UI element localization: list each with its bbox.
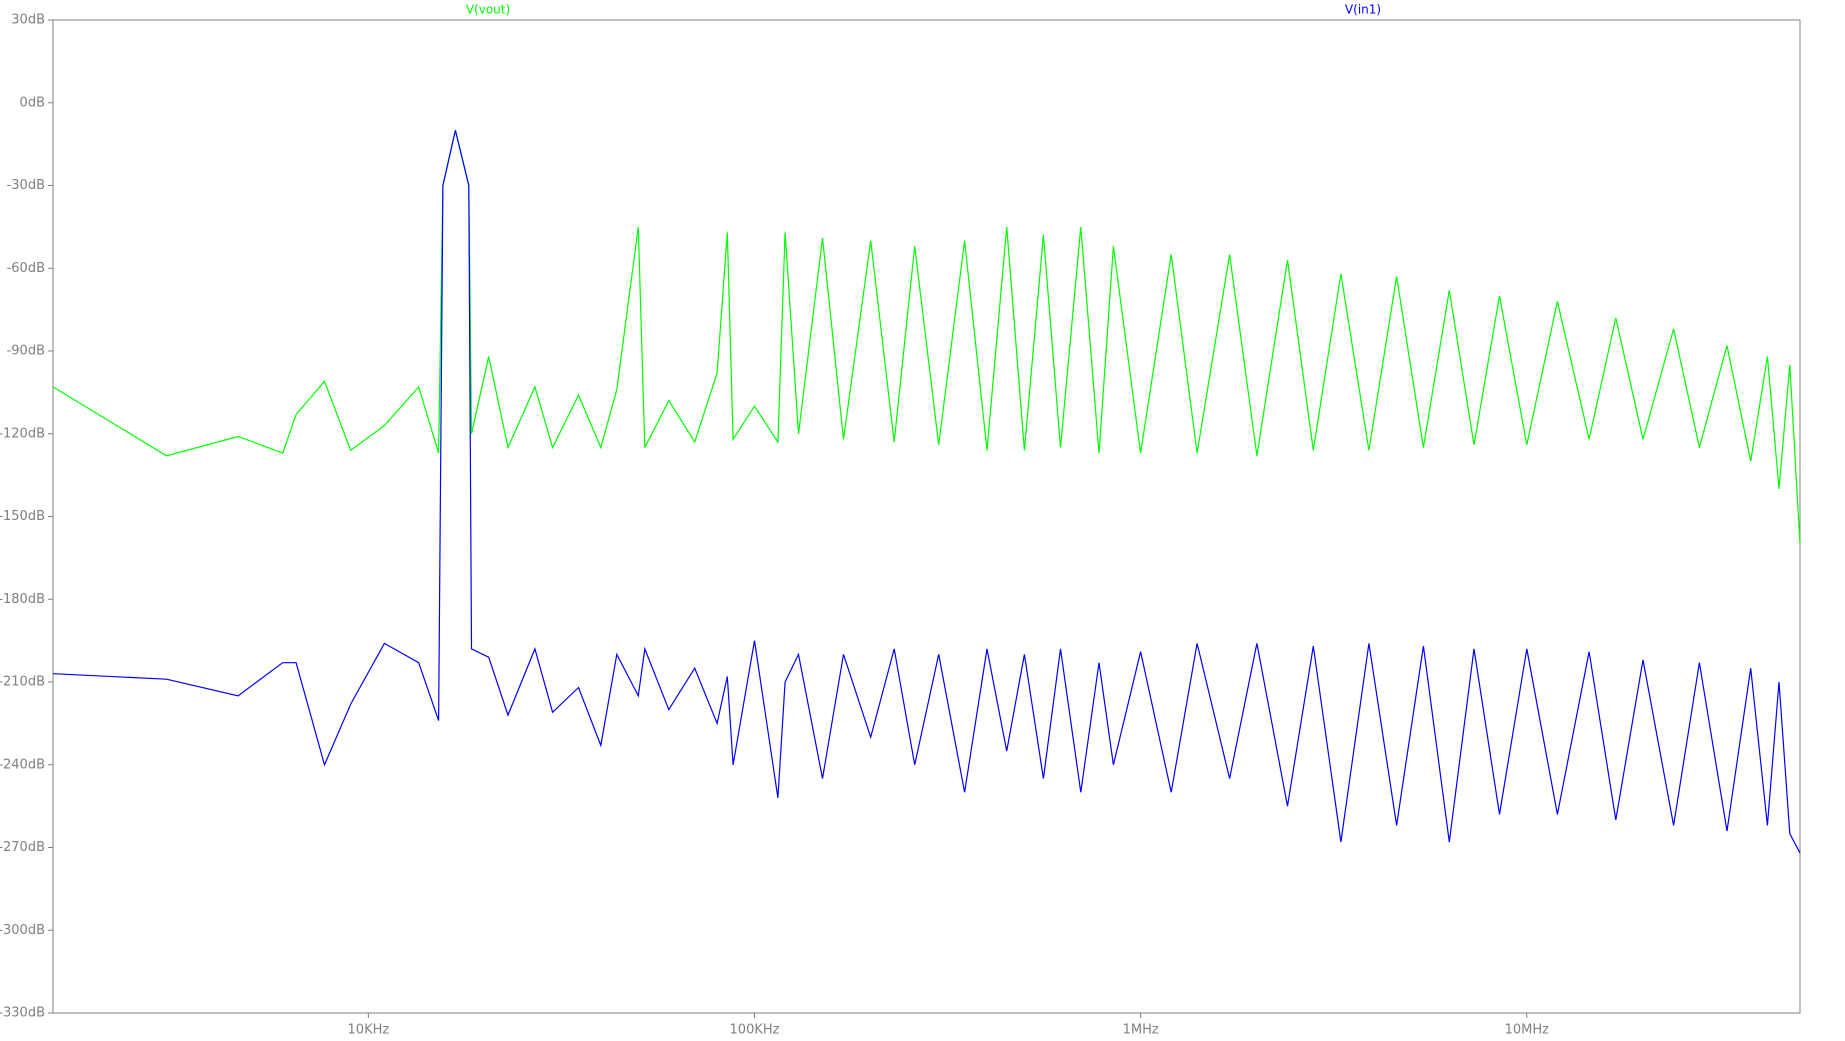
y-tick-label: -240dB <box>0 757 45 772</box>
y-tick-label: 0dB <box>20 95 45 110</box>
y-tick-label: -90dB <box>7 344 45 359</box>
legend-label: V(vout) <box>466 3 510 17</box>
x-tick-label: 100KHz <box>730 1023 780 1038</box>
y-tick-label: -180dB <box>0 592 45 607</box>
y-tick-label: -30dB <box>7 178 45 193</box>
y-tick-label: -330dB <box>0 1006 45 1021</box>
y-tick-label: -270dB <box>0 840 45 855</box>
y-tick-label: -210dB <box>0 675 45 690</box>
x-tick-label: 10MHz <box>1505 1023 1550 1038</box>
line-series <box>52 130 1801 854</box>
y-tick-label: -150dB <box>0 509 45 524</box>
y-tick-label: 30dB <box>11 13 45 28</box>
y-tick-label: -120dB <box>0 426 45 441</box>
line-series <box>52 130 1801 545</box>
x-tick-label: 1MHz <box>1123 1023 1159 1038</box>
y-tick-label: -300dB <box>0 923 45 938</box>
plot-frame <box>52 19 1801 1014</box>
x-tick-label: 10KHz <box>348 1023 390 1038</box>
y-tick-label: -60dB <box>7 261 45 276</box>
legend-label: V(in1) <box>1345 3 1381 17</box>
